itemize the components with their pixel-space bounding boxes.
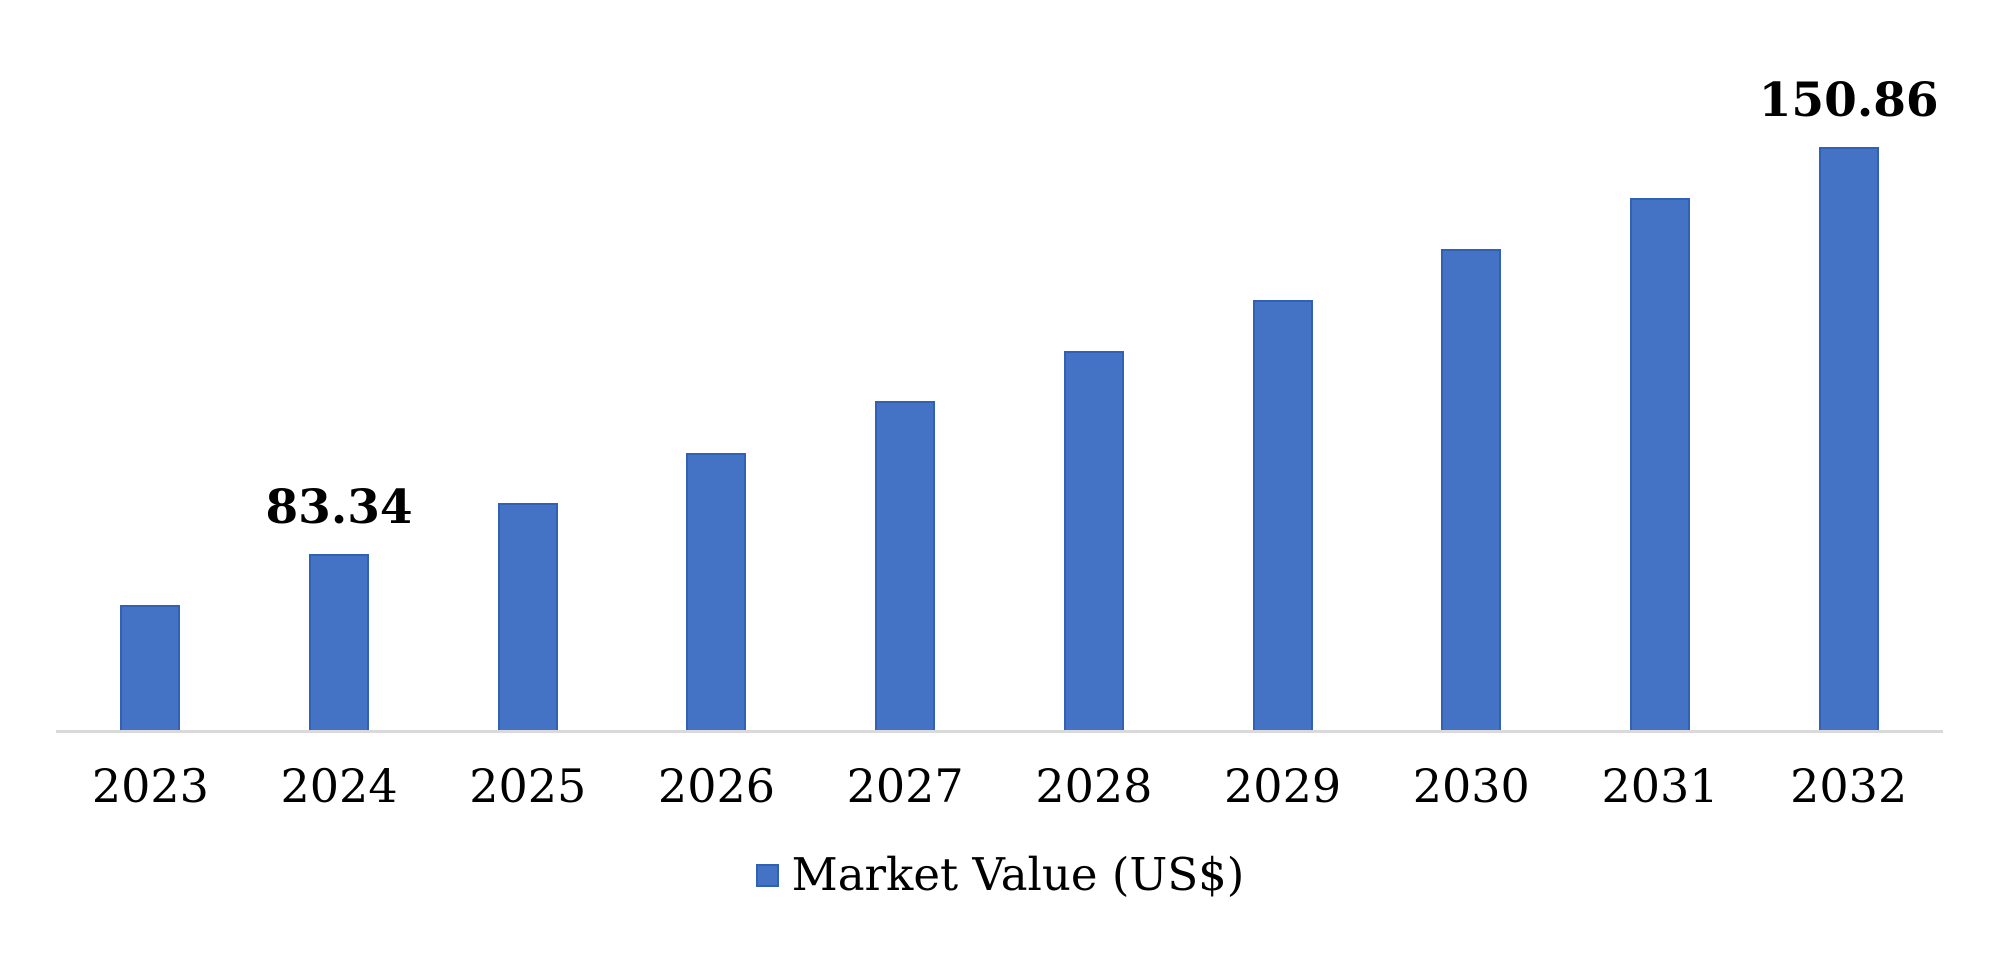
- bar-2026: [686, 453, 747, 730]
- plot-area: 83.34 150.86: [56, 75, 1943, 733]
- bars-container: 83.34 150.86: [56, 75, 1943, 730]
- bar-2023: [120, 605, 181, 730]
- legend: Market Value (US$): [0, 848, 2000, 902]
- x-axis-label-2030: 2030: [1412, 759, 1530, 813]
- bar-2030: [1441, 249, 1502, 730]
- bar-slot-2032: 150.86: [1754, 75, 1943, 730]
- bar-slot-2030: [1377, 130, 1566, 730]
- x-axis-label-2031: 2031: [1601, 759, 1719, 813]
- x-axis-label-2028: 2028: [1035, 759, 1153, 813]
- x-axis-label-2026: 2026: [657, 759, 775, 813]
- bar-slot-2023: [56, 130, 245, 730]
- legend-marker-icon: [755, 863, 779, 887]
- bar-slot-2028: [1000, 130, 1189, 730]
- x-axis-line: [56, 730, 1943, 733]
- bar-2024: [309, 554, 370, 730]
- bar-2032: [1818, 147, 1879, 730]
- bar-slot-2029: [1188, 130, 1377, 730]
- bar-2031: [1629, 198, 1690, 730]
- bar-slot-2031: [1566, 130, 1755, 730]
- bar-slot-2024: 83.34: [245, 130, 434, 730]
- data-label-2032: 150.86: [1758, 73, 1939, 129]
- data-label-2024: 83.34: [265, 480, 413, 536]
- bar-slot-2026: [622, 130, 811, 730]
- legend-label: Market Value (US$): [791, 848, 1245, 901]
- x-axis-label-2032: 2032: [1790, 759, 1908, 813]
- bar-slot-2027: [811, 130, 1000, 730]
- x-axis-label-2025: 2025: [469, 759, 587, 813]
- x-axis-label-2023: 2023: [91, 759, 209, 813]
- x-axis-label-2024: 2024: [280, 759, 398, 813]
- x-axis-label-2027: 2027: [846, 759, 964, 813]
- x-axis-label-2029: 2029: [1224, 759, 1342, 813]
- bar-2025: [497, 503, 558, 730]
- bar-2028: [1063, 351, 1124, 730]
- x-axis-labels: 2023 2024 2025 2026 2027 2028 2029 2030 2031 2032: [56, 733, 1943, 812]
- bar-slot-2025: [433, 130, 622, 730]
- bar-2029: [1252, 300, 1313, 730]
- bar-2027: [875, 401, 936, 730]
